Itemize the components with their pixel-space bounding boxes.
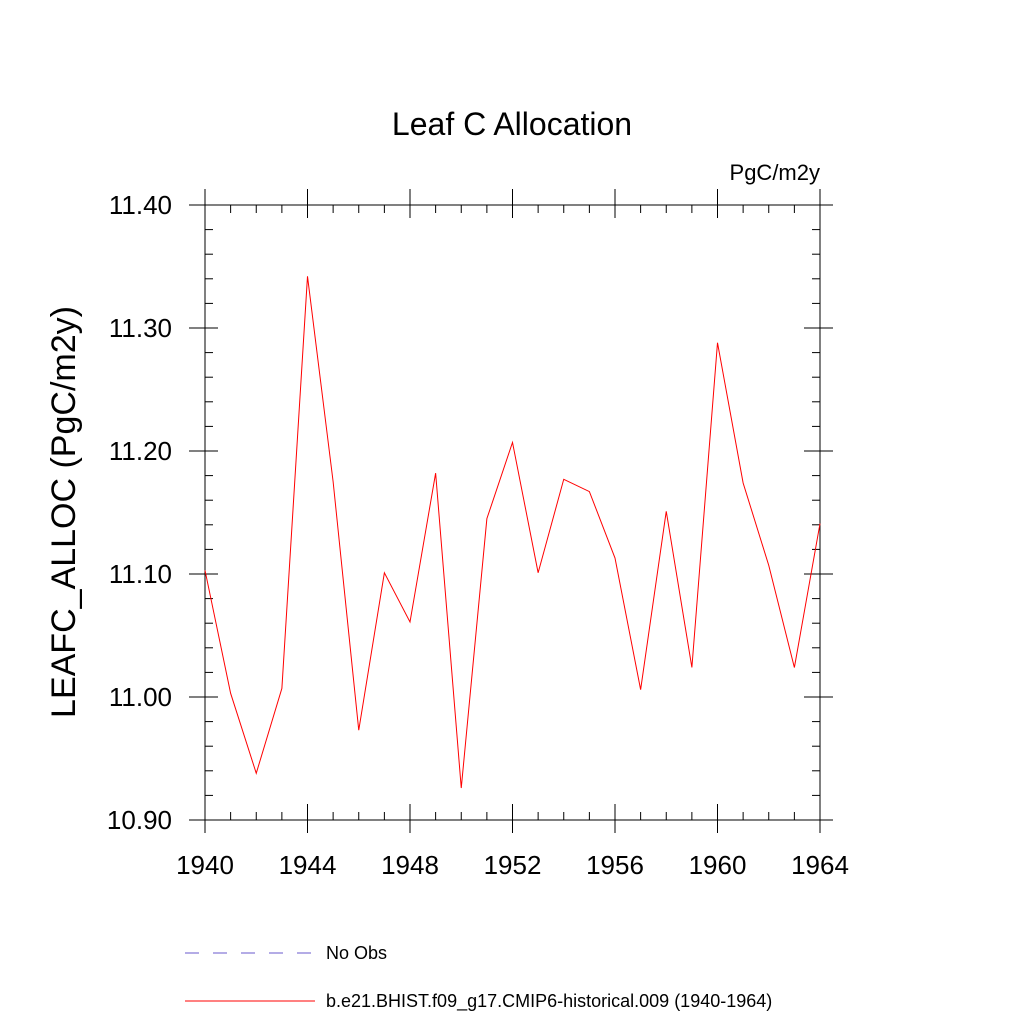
y-tick-label: 11.30	[109, 313, 172, 343]
series-layer	[204, 276, 821, 789]
series-line	[204, 276, 821, 789]
x-tick-label: 1964	[791, 850, 849, 880]
x-tick-label: 1956	[586, 850, 644, 880]
legend-label-no-obs: No Obs	[326, 943, 387, 963]
x-tick-label: 1948	[381, 850, 439, 880]
x-tick-labels: 1940 1944 1948 1952 1956 1960 1964	[176, 850, 849, 880]
y-tick-label: 11.40	[109, 190, 172, 220]
y-tick-label: 11.00	[109, 682, 172, 712]
y-tick-labels: 10.90 11.00 11.10 11.20 11.30 11.40	[107, 190, 172, 835]
y-axis-label: LEAFC_ALLOC (PgC/m2y)	[45, 306, 83, 718]
x-tick-label: 1952	[484, 850, 542, 880]
units-label: PgC/m2y	[730, 160, 820, 185]
x-tick-label: 1940	[176, 850, 234, 880]
major-ticks	[189, 189, 833, 833]
plot-frame	[204, 204, 821, 821]
y-tick-label: 11.10	[109, 559, 172, 589]
y-tick-label: 11.20	[109, 436, 172, 466]
legend: No Obs b.e21.BHIST.f09_g17.CMIP6-histori…	[185, 943, 772, 1012]
y-tick-label: 10.90	[107, 805, 172, 835]
x-tick-label: 1944	[279, 850, 337, 880]
chart-title: Leaf C Allocation	[392, 106, 632, 142]
legend-label-model: b.e21.BHIST.f09_g17.CMIP6-historical.009…	[326, 991, 772, 1012]
minor-ticks	[205, 205, 820, 820]
x-tick-label: 1960	[689, 850, 747, 880]
